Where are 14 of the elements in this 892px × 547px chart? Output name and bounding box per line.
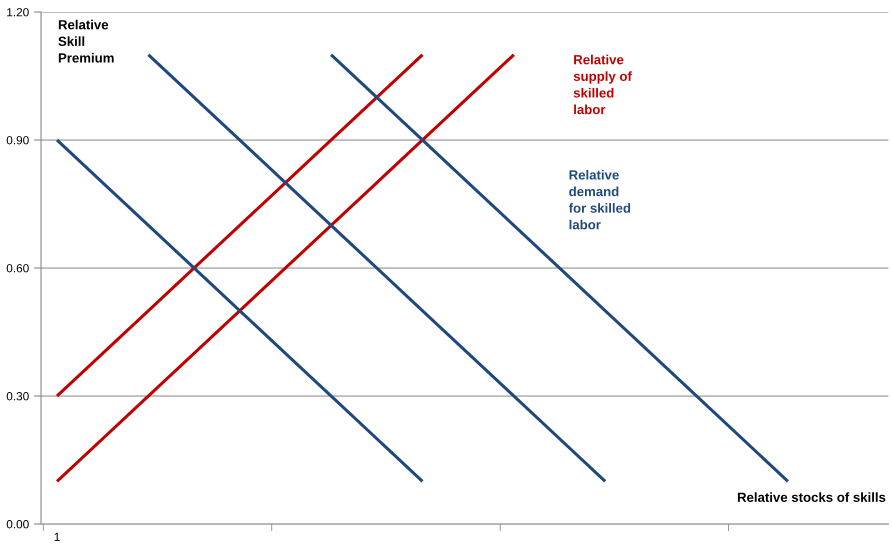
line-series xyxy=(330,53,790,483)
y-tick-label: 0.30 xyxy=(6,392,29,400)
line-series xyxy=(55,138,424,483)
x-axis-title: Relative stocks of skills xyxy=(738,492,886,502)
y-tick-label: 0.60 xyxy=(6,264,29,272)
y-tick-label: 1.20 xyxy=(7,8,29,16)
y-tick-label: 0.00 xyxy=(6,520,29,528)
line-series xyxy=(55,53,424,398)
text: Relative demand for skilled labor xyxy=(568,170,630,230)
y-axis-title: Relative Skill Premium xyxy=(58,20,114,63)
y-tick-label: 0.90 xyxy=(6,136,29,144)
text: Relative supply of skilled labor xyxy=(574,54,632,114)
line-series xyxy=(55,53,516,483)
x-tick-label: 1 xyxy=(54,532,60,541)
